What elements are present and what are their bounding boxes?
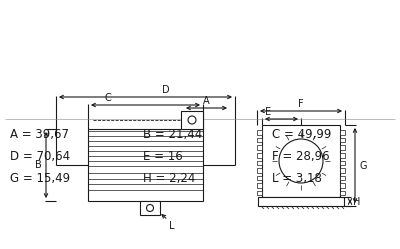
Bar <box>181 111 203 129</box>
Text: H = 2,24: H = 2,24 <box>143 172 195 185</box>
Text: B = 21,44: B = 21,44 <box>143 127 202 140</box>
Bar <box>257 176 262 180</box>
Circle shape <box>146 204 154 211</box>
Text: F = 28,96: F = 28,96 <box>272 149 330 163</box>
Bar <box>340 145 345 150</box>
Bar <box>340 161 345 165</box>
Text: C: C <box>105 93 111 103</box>
Text: G = 15,49: G = 15,49 <box>10 172 70 185</box>
Bar <box>257 161 262 165</box>
Bar <box>257 138 262 142</box>
Text: B: B <box>35 160 42 170</box>
Text: A = 39,67: A = 39,67 <box>10 127 69 140</box>
Bar <box>340 130 345 135</box>
Bar <box>140 201 160 215</box>
Bar <box>257 183 262 188</box>
Text: D = 70,64: D = 70,64 <box>10 149 70 163</box>
Text: C = 49,99: C = 49,99 <box>272 127 331 140</box>
Text: D: D <box>162 85 169 95</box>
Bar <box>257 145 262 150</box>
Bar <box>88 129 203 201</box>
Bar <box>262 125 340 197</box>
Bar <box>257 168 262 173</box>
Text: L: L <box>169 221 174 231</box>
Text: F: F <box>298 99 304 109</box>
Bar <box>258 197 344 206</box>
Circle shape <box>279 139 323 183</box>
Text: E = 16: E = 16 <box>143 149 183 163</box>
Bar <box>340 191 345 195</box>
Text: L = 3,18: L = 3,18 <box>272 172 322 185</box>
Bar <box>257 191 262 195</box>
Bar <box>340 138 345 142</box>
Text: H: H <box>353 196 360 206</box>
Text: A: A <box>203 96 210 106</box>
Bar <box>257 153 262 158</box>
Bar <box>257 130 262 135</box>
Text: G: G <box>359 161 366 171</box>
Text: E: E <box>265 107 271 117</box>
Bar <box>340 153 345 158</box>
Bar <box>340 183 345 188</box>
Circle shape <box>188 116 196 124</box>
Bar <box>340 176 345 180</box>
Bar <box>340 168 345 173</box>
